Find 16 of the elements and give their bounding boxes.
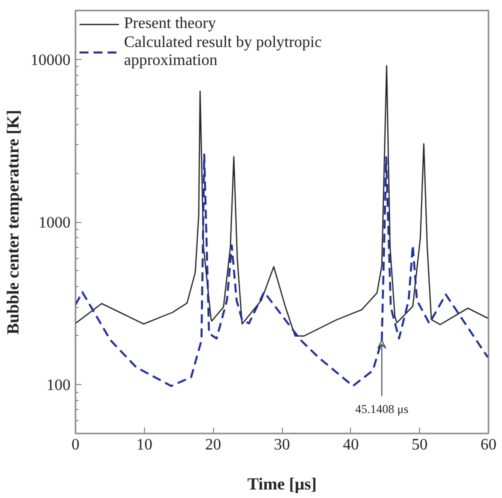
x-tick-label: 40 — [342, 436, 359, 454]
x-tick-label: 20 — [205, 436, 222, 454]
x-tick-label: 50 — [412, 436, 428, 454]
y-axis-title: Bubble center temperature [K] — [4, 110, 22, 334]
annotation: 45.1408 μs — [355, 402, 409, 416]
legend-label: Calculated result by polytropic approximation — [124, 34, 322, 70]
x-tick-label: 30 — [274, 436, 290, 454]
y-tick-label: 1000 — [38, 214, 70, 232]
y-tick-label: 10000 — [30, 52, 70, 69]
x-tick-label: 10 — [136, 436, 152, 454]
x-tick-label: 60 — [480, 436, 496, 454]
y-tick-label: 100 — [46, 377, 70, 394]
x-tick-label: 0 — [72, 436, 80, 454]
line-series — [76, 154, 488, 387]
legend-label: Present theory — [124, 15, 216, 33]
x-axis-title: Time [μs] — [247, 474, 317, 494]
